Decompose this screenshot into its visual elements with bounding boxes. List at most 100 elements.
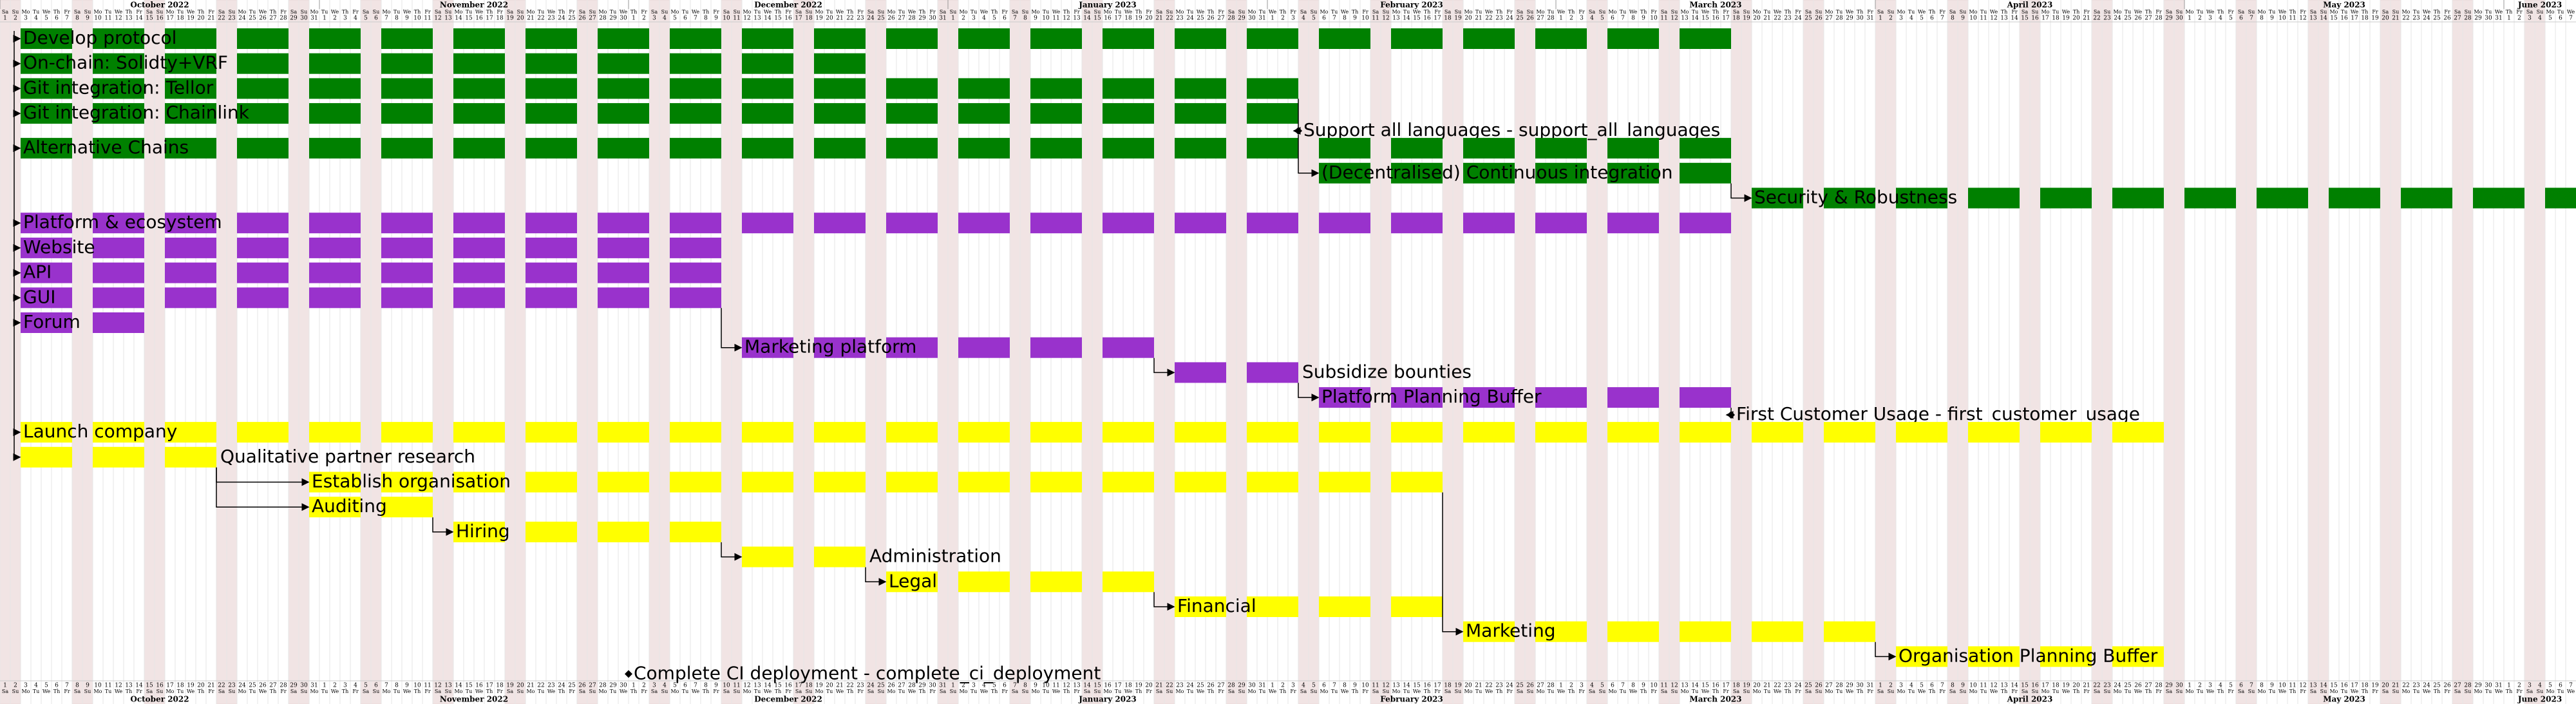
day-label: 25 — [2124, 15, 2132, 22]
weekday-label: Su — [2104, 689, 2111, 694]
weekday-label: Mo — [1031, 9, 1039, 15]
day-label: 10 — [1042, 15, 1050, 22]
weekday-label: Sa — [1012, 9, 1018, 15]
weekday-label: We — [2423, 689, 2431, 694]
day-label: 6 — [1322, 683, 1326, 689]
weekday-label: Su — [1671, 689, 1678, 694]
weekday-label: Mo — [2474, 9, 2482, 15]
weekend-band — [1803, 0, 1814, 704]
weekday-label: We — [1413, 689, 1421, 694]
weekday-label: Tu — [1980, 689, 1987, 694]
day-label: 15 — [2021, 15, 2029, 22]
weekend-band — [2524, 0, 2535, 704]
day-label: 17 — [1434, 15, 1441, 22]
day-label: 28 — [908, 683, 916, 689]
day-label: 13 — [1392, 683, 1400, 689]
day-label: 3 — [1291, 683, 1295, 689]
day-label: 30 — [2175, 683, 2183, 689]
day-label: 24 — [867, 15, 875, 22]
task-bar — [2040, 187, 2092, 209]
task-bar — [598, 103, 649, 124]
day-label: 4 — [1590, 15, 1594, 22]
weekday-label: Su — [1311, 689, 1318, 694]
task-bar — [814, 337, 866, 358]
day-label: 20 — [516, 683, 524, 689]
weekday-label: Tu — [33, 9, 40, 15]
day-label: 10 — [1650, 683, 1658, 689]
day-label: 11 — [733, 15, 740, 22]
day-label: 23 — [2103, 683, 2111, 689]
day-label: 22 — [1485, 15, 1492, 22]
weekday-label: Fr — [569, 9, 575, 15]
task-bar — [1391, 138, 1443, 159]
weekday-label: Th — [53, 689, 61, 694]
weekday-label: Fr — [1218, 689, 1224, 694]
weekday-label: Sa — [795, 9, 802, 15]
day-label: 5 — [364, 15, 368, 22]
weekday-label: Sa — [1589, 689, 1595, 694]
task-bar — [670, 521, 721, 542]
day-label: 14 — [1403, 683, 1410, 689]
day-label: 25 — [1804, 683, 1812, 689]
task-bar — [742, 138, 793, 159]
task-bar — [237, 213, 289, 234]
day-label: 28 — [2464, 683, 2472, 689]
day-label: 11 — [2289, 15, 2296, 22]
dependency-arrow — [1875, 642, 1897, 661]
day-label: 14 — [1083, 15, 1091, 22]
weekend-band — [2029, 0, 2041, 704]
day-label: 19 — [815, 683, 823, 689]
weekend-band — [2390, 0, 2401, 704]
day-label: 4 — [1909, 683, 1913, 689]
weekday-label: Tu — [1620, 9, 1627, 15]
weekday-label: Mo — [1464, 9, 1472, 15]
weekday-label: Mo — [2257, 9, 2266, 15]
task-label: Subsidize bounties — [1302, 361, 1472, 382]
month-label: December 2022 — [754, 1, 822, 10]
weekday-label: Th — [1929, 689, 1936, 694]
weekday-label: Su — [806, 689, 813, 694]
weekday-label: Fr — [1578, 689, 1585, 694]
task-bar — [453, 237, 505, 258]
day-label: 20 — [197, 683, 205, 689]
day-label: 19 — [2371, 683, 2379, 689]
day-label: 3 — [343, 15, 347, 22]
weekday-label: We — [620, 689, 628, 694]
weekday-label: We — [2495, 689, 2503, 694]
day-label: 16 — [2031, 683, 2039, 689]
day-label: 2 — [2517, 15, 2521, 22]
weekday-label: We — [1269, 689, 1277, 694]
day-label: 30 — [929, 15, 936, 22]
day-label: 2 — [14, 15, 17, 22]
weekday-label: Th — [630, 9, 638, 15]
task-bar — [453, 103, 505, 124]
day-label: 27 — [589, 15, 596, 22]
weekday-label: Tu — [682, 9, 689, 15]
task-bar — [526, 138, 577, 159]
weekday-label: Mo — [815, 9, 823, 15]
task-bar — [21, 103, 72, 124]
weekday-label: Tu — [466, 689, 473, 694]
weekday-label: Th — [1063, 9, 1070, 15]
weekday-label: Tu — [754, 689, 761, 694]
task-bar — [958, 213, 1010, 234]
weekend-band — [2019, 0, 2031, 704]
weekday-label: Mo — [2546, 689, 2554, 694]
weekday-label: Mo — [743, 689, 751, 694]
task-bar — [1824, 422, 1875, 443]
weekday-label: Tu — [2413, 9, 2420, 15]
weekday-label: Mo — [2401, 9, 2410, 15]
weekday-label: Fr — [1146, 689, 1152, 694]
day-label: 14 — [1691, 683, 1699, 689]
weekday-label: Th — [342, 689, 349, 694]
day-label: 20 — [826, 15, 833, 22]
weekday-label: Sa — [651, 9, 658, 15]
day-label: 30 — [1856, 683, 1864, 689]
day-label: 11 — [104, 683, 111, 689]
task-bar — [21, 262, 72, 283]
task-bar — [309, 138, 361, 159]
day-label: 5 — [364, 683, 368, 689]
day-label: 22 — [1774, 683, 1781, 689]
weekday-label: Su — [1888, 689, 1895, 694]
weekday-label: Sa — [1877, 9, 1884, 15]
